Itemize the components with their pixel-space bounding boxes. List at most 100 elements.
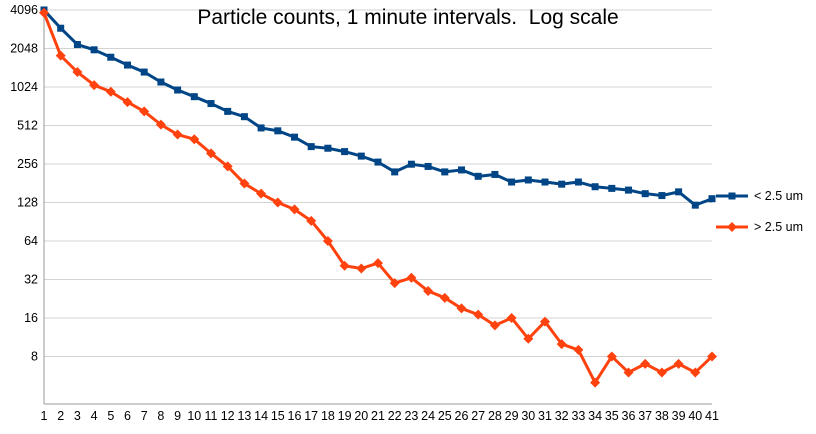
series-marker-0	[274, 127, 282, 135]
series-marker-1	[406, 272, 417, 283]
x-tick-label: 18	[321, 409, 335, 423]
series-marker-1	[272, 197, 283, 208]
series-marker-1	[439, 292, 450, 303]
x-tick-label: 33	[571, 409, 585, 423]
series-marker-0	[257, 124, 265, 132]
series-marker-1	[489, 320, 500, 331]
x-tick-label: 13	[237, 409, 251, 423]
series-marker-1	[656, 367, 667, 378]
x-tick-label: 12	[221, 409, 235, 423]
x-tick-label: 16	[288, 409, 302, 423]
series-marker-1	[289, 204, 300, 215]
series-marker-0	[240, 113, 248, 121]
x-tick-label: 30	[521, 409, 535, 423]
series-marker-0	[691, 201, 699, 209]
x-tick-label: 35	[605, 409, 619, 423]
y-tick-label: 16	[24, 311, 38, 325]
series-marker-0	[357, 152, 365, 160]
series-marker-0	[441, 168, 449, 176]
series-marker-0	[157, 78, 165, 86]
x-tick-label: 11	[205, 409, 218, 423]
series-marker-1	[339, 260, 350, 271]
x-tick-label: 8	[157, 409, 164, 423]
x-tick-label: 41	[705, 409, 719, 423]
series-marker-0	[541, 178, 549, 186]
x-tick-label: 9	[174, 409, 181, 423]
x-tick-label: 15	[271, 409, 285, 423]
series-marker-0	[558, 180, 566, 188]
series-marker-1	[606, 351, 617, 362]
series-marker-0	[291, 133, 298, 141]
series-marker-1	[506, 312, 517, 323]
series-marker-0	[374, 158, 382, 166]
x-tick-label: 22	[388, 409, 402, 423]
series-marker-0	[491, 170, 499, 178]
y-tick-label: 32	[24, 272, 38, 286]
series-marker-0	[458, 166, 465, 174]
series-marker-1	[306, 215, 317, 226]
series-marker-1	[690, 367, 701, 378]
series-marker-1	[322, 235, 333, 246]
legend-label: < 2.5 um	[754, 189, 803, 203]
series-line-1	[42, 11, 714, 385]
series-marker-0	[608, 184, 616, 192]
series-marker-1	[673, 358, 684, 369]
series-marker-0	[224, 107, 232, 115]
series-marker-0	[675, 188, 683, 196]
x-tick-label: 31	[538, 409, 552, 423]
series-marker-1	[256, 188, 267, 199]
x-tick-label: 4	[91, 409, 98, 423]
series-marker-0	[73, 41, 81, 49]
series-marker-1	[39, 7, 49, 18]
series-marker-0	[324, 144, 332, 152]
x-tick-label: 38	[655, 409, 669, 423]
series-marker-1	[239, 178, 250, 189]
series-marker-1	[105, 86, 116, 97]
series-marker-1	[373, 258, 383, 269]
series-marker-0	[591, 183, 599, 191]
series-marker-0	[391, 168, 399, 176]
series-marker-0	[307, 143, 315, 151]
series-marker-1	[623, 367, 634, 378]
y-tick-label: 1024	[10, 80, 38, 94]
series-marker-1	[89, 80, 100, 91]
series-marker-1	[206, 148, 216, 159]
series-marker-0	[341, 148, 349, 156]
x-tick-label: 28	[488, 409, 502, 423]
series-marker-0	[107, 53, 115, 61]
series-marker-1	[139, 106, 150, 117]
x-tick-label: 6	[124, 409, 131, 423]
series-marker-1	[72, 67, 83, 78]
y-tick-label: 256	[17, 157, 38, 171]
series-marker-1	[55, 50, 66, 61]
series-marker-1	[456, 303, 467, 314]
series-marker-0	[474, 172, 482, 180]
x-tick-label: 23	[404, 409, 418, 423]
series-marker-1	[540, 316, 550, 327]
x-tick-label: 3	[74, 409, 81, 423]
series-marker-0	[174, 86, 182, 94]
series-marker-0	[90, 46, 98, 54]
series-marker-0	[524, 176, 532, 184]
series-marker-1	[573, 344, 584, 355]
series-marker-1	[222, 161, 233, 172]
x-tick-label: 25	[438, 409, 452, 423]
series-marker-1	[640, 358, 651, 369]
legend-label: > 2.5 um	[754, 220, 803, 234]
series-marker-0	[407, 160, 415, 168]
series-marker-1	[707, 351, 717, 362]
x-tick-label: 34	[588, 409, 602, 423]
x-tick-label: 2	[57, 409, 64, 423]
series-marker-1	[172, 129, 183, 140]
x-tick-label: 27	[471, 409, 485, 423]
series-marker-0	[508, 178, 516, 186]
x-tick-label: 19	[338, 409, 352, 423]
x-tick-label: 37	[638, 409, 652, 423]
x-tick-label: 36	[622, 409, 636, 423]
x-tick-label: 10	[187, 409, 201, 423]
x-tick-label: 29	[505, 409, 519, 423]
x-tick-label: 39	[672, 409, 686, 423]
series-marker-1	[155, 119, 166, 130]
